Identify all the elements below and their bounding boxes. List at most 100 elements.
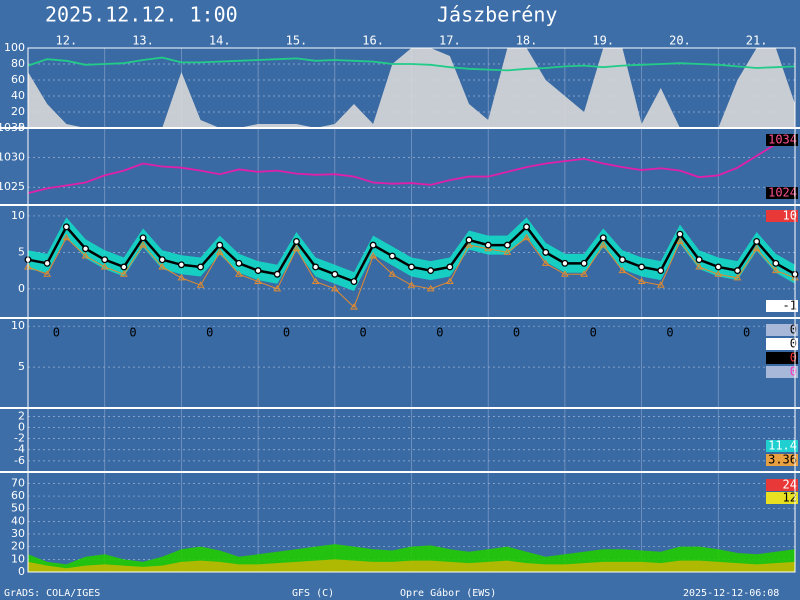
side-label-box [766, 352, 798, 364]
footer-credit: GrADS: COLA/IGES [4, 588, 100, 599]
dewpoint-line [27, 236, 796, 308]
dewpoint-marker [522, 233, 531, 241]
side-label-box [766, 134, 798, 146]
dewpoint-marker [695, 262, 704, 270]
temp-marker [158, 256, 166, 264]
side-label-box [766, 366, 798, 378]
side-label-box [766, 440, 798, 452]
temp-marker [254, 267, 262, 275]
footer-author: Opre Gábor (EWS) [400, 587, 496, 599]
y-tick-label: 5 [18, 360, 25, 373]
dewpoint-marker [158, 262, 167, 270]
dewpoint-marker [62, 233, 71, 241]
y-tick-label: 1025 [0, 180, 25, 193]
temp-marker [101, 256, 109, 264]
temp-marker [197, 263, 205, 271]
temp-marker [695, 256, 703, 264]
temp-marker [120, 263, 128, 271]
dewpoint-marker [81, 252, 90, 259]
temp-marker [427, 267, 435, 275]
temp-marker [139, 234, 147, 242]
daily-total: 0 [666, 326, 673, 340]
daily-total: 0 [129, 326, 136, 340]
temp-marker [369, 241, 377, 249]
dewpoint-marker [752, 244, 761, 252]
y-tick-label: 0 [18, 282, 25, 295]
temp-marker [772, 259, 780, 267]
daily-total: 0 [513, 326, 520, 340]
side-label: 0 [790, 323, 797, 337]
temp-marker [676, 230, 684, 238]
y-tick-label: 70 [11, 476, 25, 489]
dewpoint-marker [445, 277, 454, 285]
y-tick-label: 100 [4, 41, 25, 54]
temp-marker [561, 259, 569, 267]
temp-marker [465, 236, 473, 244]
day-label: 17. [439, 34, 461, 48]
y-tick-label: 80 [11, 57, 25, 70]
dewpoint-marker [580, 270, 588, 277]
temp-marker [43, 259, 51, 267]
dewpoint-marker [599, 241, 608, 248]
plot-frame [27, 47, 796, 573]
y-tick-label: 0 [18, 565, 25, 578]
dewpoint-marker [196, 281, 205, 288]
side-label: 1024 [768, 186, 797, 200]
temp-marker [177, 261, 185, 269]
dewpoint-marker [637, 277, 646, 285]
y-tick-label: 60 [11, 489, 25, 502]
line [27, 56, 796, 72]
y-tick-label: 20 [11, 105, 25, 118]
y-tick-label: -4 [14, 443, 25, 456]
dewpoint-marker [350, 303, 358, 310]
dewpoint-marker [330, 284, 339, 292]
day-label: 16. [362, 34, 384, 48]
temp-marker [618, 256, 626, 264]
footer-model: GFS (C) [292, 588, 334, 599]
dewpoint-marker [771, 266, 780, 274]
daily-total: 0 [360, 326, 367, 340]
dewpoint-marker [311, 277, 320, 285]
day-label: 18. [516, 34, 538, 48]
temp-marker [273, 270, 281, 278]
dewpoint-marker [733, 273, 742, 281]
dewpoint-marker [541, 259, 550, 266]
temp-marker [753, 238, 761, 245]
dewpoint-marker [177, 273, 186, 281]
side-label-box [766, 492, 798, 504]
side-label: 10 [783, 209, 797, 223]
dewpoint-marker [273, 284, 282, 292]
dewpoint-marker [714, 270, 723, 277]
y-tick-label: 10 [11, 209, 25, 222]
side-label-box [766, 324, 798, 336]
temp-marker [599, 234, 607, 242]
dewpoint-marker [369, 252, 378, 259]
side-label: 1034 [768, 133, 797, 147]
daily-total: 0 [436, 326, 443, 340]
side-label: 0 [790, 337, 797, 351]
y-tick-label: 60 [11, 73, 25, 86]
side-label: 12 [783, 491, 797, 505]
temp-marker [235, 259, 243, 267]
temp-marker [216, 241, 224, 249]
dewpoint-marker [676, 237, 684, 244]
y-tick-label: 50 [11, 502, 25, 515]
day-label: 21. [746, 34, 768, 48]
temp-marker [350, 278, 358, 285]
temp-marker [542, 248, 550, 256]
side-label-box [766, 454, 798, 466]
y-tick-label: 1030 [0, 151, 25, 164]
area [28, 559, 795, 572]
side-label: -1 [783, 299, 797, 313]
daily-total: 0 [206, 326, 213, 340]
dewpoint-marker [43, 270, 52, 277]
dewpoint-marker [388, 270, 397, 277]
temp-marker [734, 267, 741, 275]
temp-marker [388, 252, 396, 260]
side-label-box [766, 210, 798, 222]
side-label: 0 [790, 351, 797, 365]
side-label: 0 [790, 365, 797, 379]
y-tick-label: -2 [14, 432, 25, 445]
y-tick-label: 10 [11, 319, 25, 332]
y-tick-label: 5 [18, 245, 25, 258]
